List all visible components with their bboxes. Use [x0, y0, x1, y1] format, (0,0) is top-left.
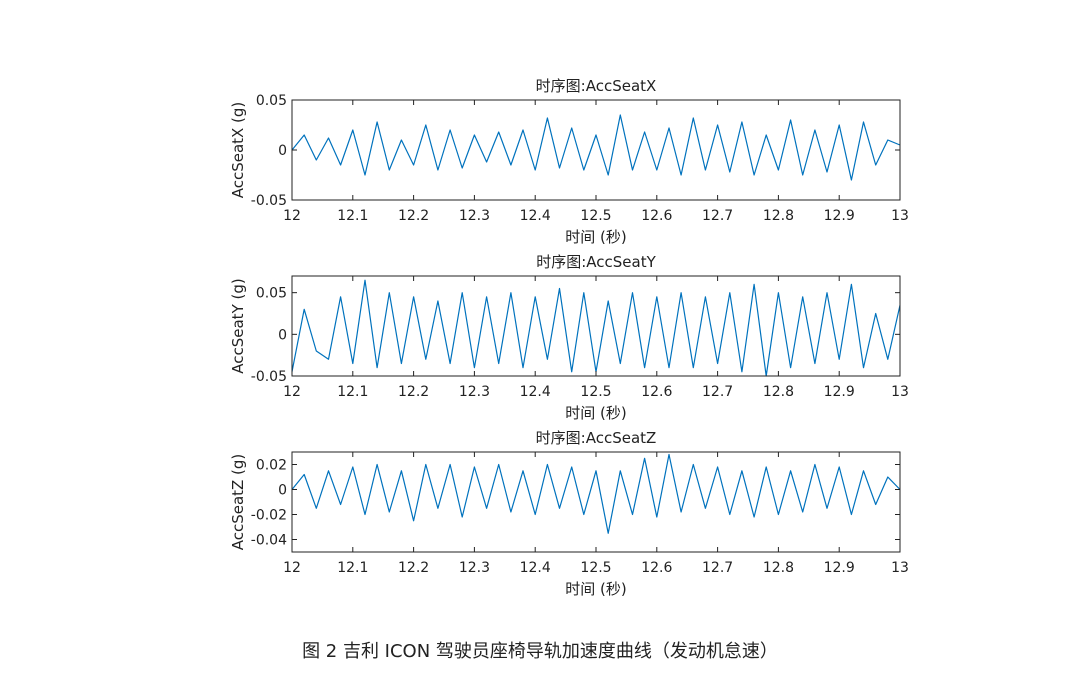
y-axis-label: AccSeatZ (g)	[229, 454, 247, 551]
figure-caption: 图 2 吉利 ICON 驾驶员座椅导轨加速度曲线（发动机怠速）	[302, 641, 778, 662]
x-tick-label: 12.8	[763, 384, 794, 400]
axes-box	[291, 451, 901, 553]
series-line	[291, 453, 901, 534]
x-tick-label: 12	[283, 208, 301, 224]
x-tick-label: 12.5	[580, 384, 611, 400]
x-tick-label: 12.4	[520, 560, 551, 576]
y-axis-label: AccSeatY (g)	[229, 278, 247, 373]
x-tick-label: 12.1	[337, 384, 368, 400]
x-tick-label: 12.3	[459, 384, 490, 400]
x-tick-label: 12.1	[337, 560, 368, 576]
y-tick-label: -0.02	[251, 508, 287, 524]
x-tick-label: 12.6	[641, 208, 672, 224]
x-tick-label: 12.5	[580, 208, 611, 224]
y-tick-label: 0	[278, 483, 287, 499]
x-tick-label: 12.1	[337, 208, 368, 224]
subplot-1: 时序图:AccSeatX 12 12.1 12.2 12.3 12.4 12.5 12.6 12…	[229, 77, 909, 246]
subplot-title: 时序图:AccSeatZ	[536, 429, 657, 447]
y-tick-label: -0.05	[251, 369, 287, 385]
x-tick-label: 13	[891, 560, 909, 576]
y-tick-label: -0.05	[251, 193, 287, 209]
x-tick-label: 12.4	[520, 384, 551, 400]
series-line	[291, 279, 901, 377]
axes-box	[291, 99, 901, 201]
axes-box	[291, 275, 901, 377]
x-tick-label: 12.3	[459, 208, 490, 224]
subplot-3: 时序图:AccSeatZ 12 12.1 12.2 12.3 12.4 12.5 12.6 12…	[229, 429, 909, 598]
x-tick-label: 12	[283, 560, 301, 576]
y-tick-label: 0	[278, 327, 287, 343]
y-tick-label: 0.05	[256, 93, 287, 109]
x-tick-label: 12	[283, 384, 301, 400]
x-tick-label: 12.9	[824, 384, 855, 400]
x-tick-label: 12.7	[702, 208, 733, 224]
x-tick-label: 12.8	[763, 560, 794, 576]
y-axis-label: AccSeatX (g)	[229, 102, 247, 199]
subplot-title: 时序图:AccSeatX	[536, 77, 657, 95]
y-tick-label: 0.05	[256, 286, 287, 302]
x-tick-label: 12.7	[702, 560, 733, 576]
x-tick-label: 12.2	[398, 560, 429, 576]
subplot-title: 时序图:AccSeatY	[536, 253, 656, 271]
x-tick-label: 12.9	[824, 560, 855, 576]
x-tick-label: 12.2	[398, 208, 429, 224]
x-tick-label: 12.7	[702, 384, 733, 400]
x-tick-label: 12.6	[641, 560, 672, 576]
y-tick-label: 0	[278, 143, 287, 159]
x-tick-label: 12.9	[824, 208, 855, 224]
x-tick-label: 12.2	[398, 384, 429, 400]
x-tick-label: 13	[891, 208, 909, 224]
x-tick-label: 12.3	[459, 560, 490, 576]
subplot-2: 时序图:AccSeatY 12 12.1 12.2 12.3 12.4 12.5 12.6 12…	[229, 253, 909, 422]
x-tick-label: 12.5	[580, 560, 611, 576]
x-axis-label: 时间 (秒)	[565, 580, 626, 598]
y-tick-label: 0.02	[256, 458, 287, 474]
series-line	[291, 114, 901, 181]
x-tick-label: 13	[891, 384, 909, 400]
x-axis-label: 时间 (秒)	[565, 228, 626, 246]
y-tick-label: -0.04	[251, 533, 287, 549]
x-axis-label: 时间 (秒)	[565, 404, 626, 422]
x-tick-label: 12.6	[641, 384, 672, 400]
x-tick-label: 12.4	[520, 208, 551, 224]
x-tick-label: 12.8	[763, 208, 794, 224]
